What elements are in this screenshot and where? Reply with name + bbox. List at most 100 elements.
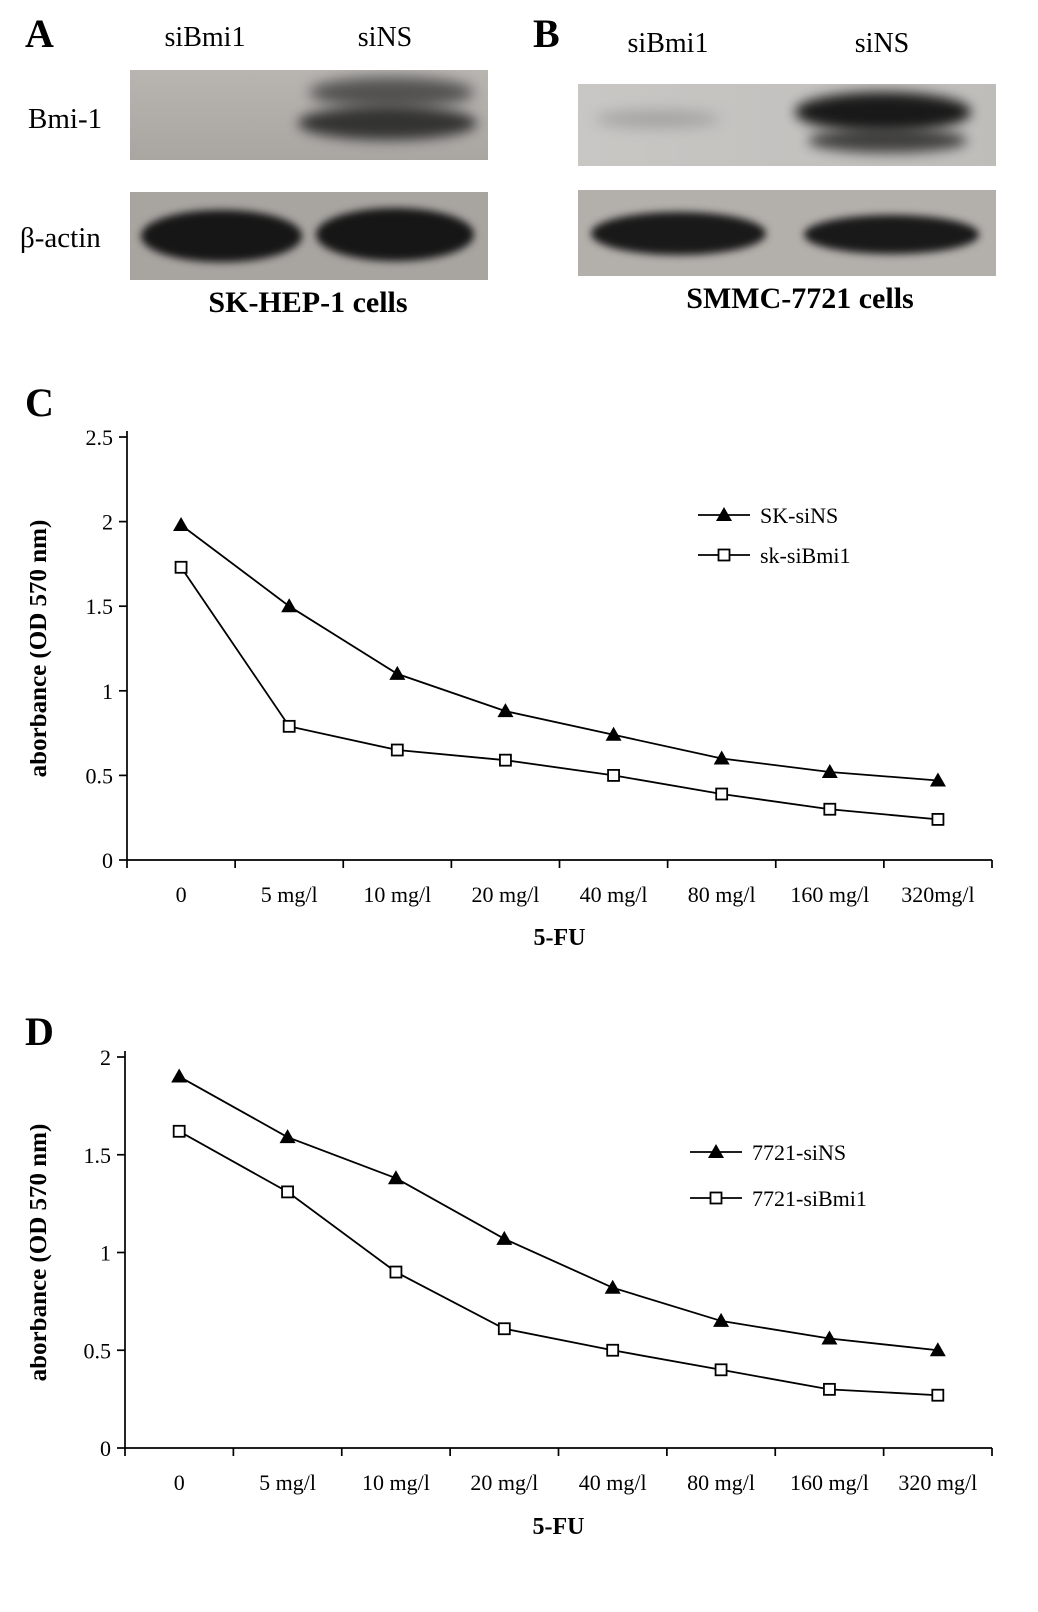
panel-c-letter: C xyxy=(25,380,54,425)
data-point-triangle xyxy=(821,764,838,779)
western-blot-bactin-skhep1 xyxy=(130,192,488,280)
y-tick-label: 2 xyxy=(100,1045,111,1070)
series-line-SK-siNS xyxy=(180,524,939,782)
legend-label: sk-siBmi1 xyxy=(760,543,850,568)
data-point-triangle xyxy=(929,772,946,787)
y-axis-title: aborbance (OD 570 nm) xyxy=(30,520,52,778)
data-point-triangle xyxy=(713,1312,730,1327)
data-point-square xyxy=(709,1191,723,1205)
x-tick-label: 160 mg/l xyxy=(790,1470,869,1495)
data-point-triangle xyxy=(173,516,190,531)
data-point-square xyxy=(389,1265,403,1279)
x-tick-label: 320 mg/l xyxy=(898,1470,977,1495)
protein-band xyxy=(803,214,980,254)
data-point-triangle xyxy=(171,1068,188,1083)
data-point-triangle xyxy=(605,726,622,741)
protein-band xyxy=(807,128,967,153)
panel-b-lane-label-sibmi1: siBmi1 xyxy=(627,28,709,59)
y-tick-label: 2.5 xyxy=(86,425,114,450)
data-point-triangle xyxy=(708,1144,724,1158)
panel-a-row-label-bactin: β-actin xyxy=(20,222,101,254)
x-tick-label: 10 mg/l xyxy=(363,882,431,907)
data-point-triangle xyxy=(281,598,298,613)
panel-a-row-label-bmi1: Bmi-1 xyxy=(28,103,103,135)
y-tick-label: 0 xyxy=(102,848,113,873)
protein-band xyxy=(309,77,474,108)
data-point-square xyxy=(282,719,296,733)
data-point-square xyxy=(172,1124,186,1138)
x-tick-label: 160 mg/l xyxy=(790,882,869,907)
protein-band xyxy=(316,207,474,261)
protein-band xyxy=(795,92,971,132)
data-point-triangle xyxy=(713,750,730,765)
data-point-square xyxy=(823,1382,836,1396)
x-axis-title: 5-FU xyxy=(533,1514,585,1540)
y-axis-title: aborbance (OD 570 nm) xyxy=(30,1124,52,1382)
series-line-sk-siBmi1 xyxy=(180,566,939,821)
y-tick-label: 0.5 xyxy=(86,763,114,788)
data-point-triangle xyxy=(929,1342,946,1357)
y-tick-label: 1.5 xyxy=(84,1143,112,1168)
x-tick-label: 10 mg/l xyxy=(362,1470,430,1495)
data-point-triangle xyxy=(604,1279,621,1294)
panel-a-letter: A xyxy=(25,11,54,56)
series-line-7721-siBmi1 xyxy=(178,1130,938,1397)
line-chart-smmc7721-5fu: 0 0.5 1 1.5 2 0 5 mg/l 10 mg/l 20 mg/l 40 mg/l 80 … xyxy=(30,1045,993,1540)
protein-band xyxy=(140,209,302,263)
data-point-triangle xyxy=(821,1330,838,1345)
protein-band xyxy=(594,110,721,129)
x-tick-label: 5 mg/l xyxy=(261,882,318,907)
x-tick-label: 40 mg/l xyxy=(580,882,648,907)
data-point-square xyxy=(823,802,837,816)
y-tick-label: 2 xyxy=(102,510,113,535)
data-point-triangle xyxy=(279,1129,296,1144)
legend-label: 7721-siNS xyxy=(752,1140,846,1165)
x-tick-label: 80 mg/l xyxy=(687,1470,755,1495)
y-tick-label: 1 xyxy=(100,1241,111,1266)
data-point-square xyxy=(281,1185,294,1199)
x-tick-label: 0 xyxy=(174,1470,185,1495)
x-tick-label: 320mg/l xyxy=(901,882,974,907)
line-chart-skhep1-5fu: 0 0.5 1 1.5 2 2.5 0 5 mg/l 10 mg/l 20 mg/l 40 mg/l… xyxy=(30,425,993,951)
panel-b-letter: B xyxy=(533,11,560,56)
panel-d-letter: D xyxy=(25,1009,54,1054)
y-tick-label: 1 xyxy=(102,679,113,704)
legend-label: 7721-siBmi1 xyxy=(752,1186,867,1211)
x-tick-label: 80 mg/l xyxy=(688,882,756,907)
data-point-square xyxy=(497,1322,511,1336)
data-point-triangle xyxy=(496,1230,513,1245)
data-point-square xyxy=(717,548,731,562)
panel-a-lane-label-sins: siNS xyxy=(357,22,413,53)
legend-label: SK-siNS xyxy=(760,503,838,528)
y-tick-label: 1.5 xyxy=(86,594,114,619)
data-point-square xyxy=(499,753,512,767)
panel-a-caption: SK-HEP-1 cells xyxy=(208,286,408,319)
y-tick-label: 0.5 xyxy=(84,1338,112,1363)
western-blot-bactin-smmc7721 xyxy=(578,190,996,276)
x-tick-label: 0 xyxy=(176,882,187,907)
data-point-square xyxy=(714,1363,728,1377)
series-line-7721-siNS xyxy=(178,1075,938,1352)
data-point-square xyxy=(715,787,729,801)
data-point-square xyxy=(606,1343,620,1357)
western-blot-bmi1-skhep1 xyxy=(130,70,488,160)
x-tick-label: 20 mg/l xyxy=(470,1470,538,1495)
x-tick-label: 40 mg/l xyxy=(579,1470,647,1495)
data-point-triangle xyxy=(497,703,514,718)
x-tick-label: 5 mg/l xyxy=(259,1470,316,1495)
data-point-square xyxy=(931,812,945,826)
y-tick-label: 0 xyxy=(100,1436,111,1461)
data-point-triangle xyxy=(389,665,406,680)
data-point-square xyxy=(931,1388,945,1402)
panel-a-lane-label-sibmi1: siBmi1 xyxy=(164,22,246,53)
protein-band xyxy=(298,106,478,141)
panel-b-caption: SMMC-7721 cells xyxy=(686,282,914,315)
data-point-square xyxy=(607,768,620,782)
protein-band xyxy=(590,212,767,256)
data-point-square xyxy=(174,560,188,574)
x-axis-title: 5-FU xyxy=(534,925,586,951)
western-blot-bmi1-smmc7721 xyxy=(578,84,996,166)
x-tick-label: 20 mg/l xyxy=(472,882,540,907)
panel-b-lane-label-sins: siNS xyxy=(854,28,910,59)
